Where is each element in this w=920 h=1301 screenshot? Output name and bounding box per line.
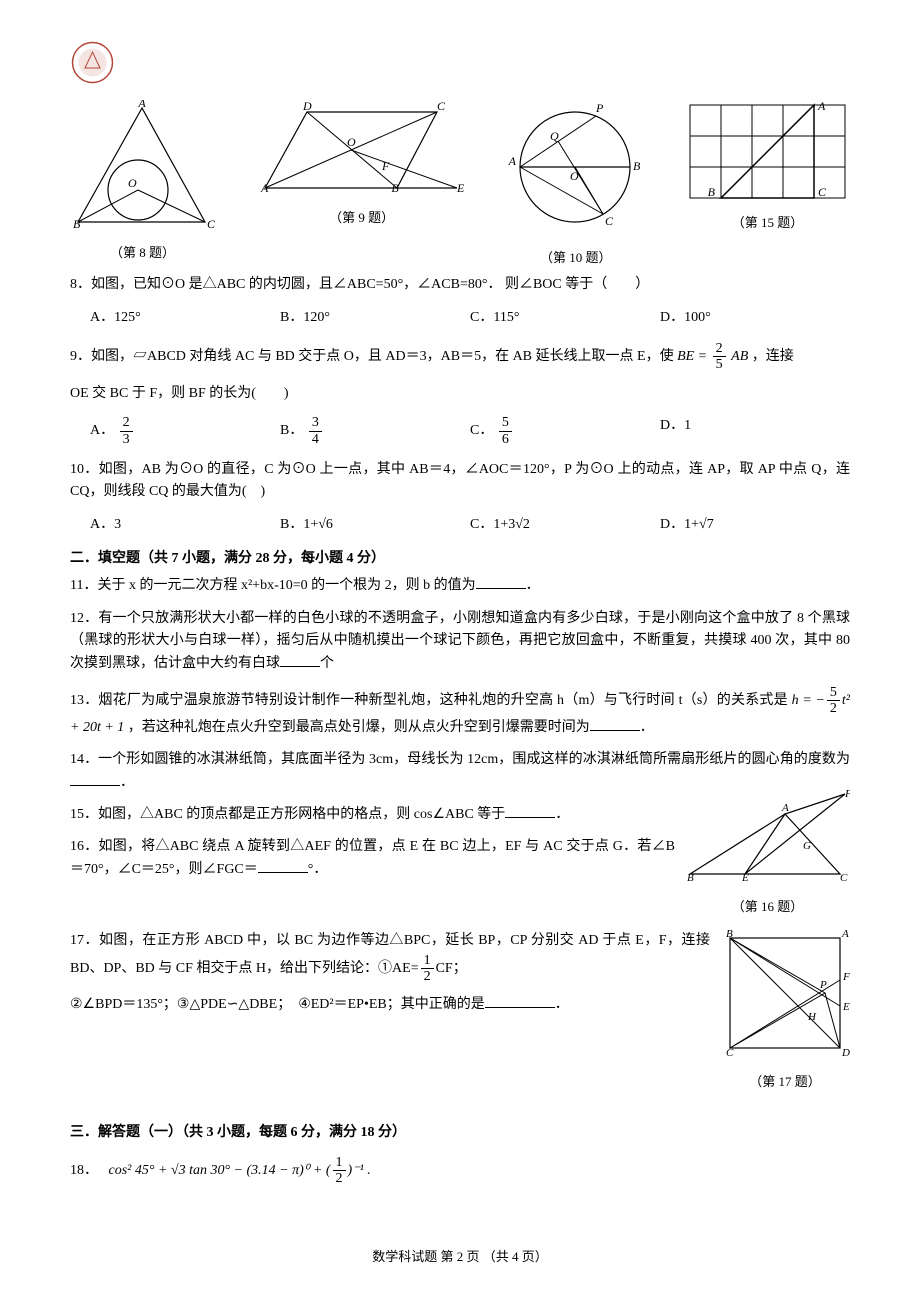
q10-opt-d: D．1+√7 <box>660 514 850 536</box>
q9-options: A． 23 B． 34 C． 56 D．1 <box>90 415 850 447</box>
svg-text:B: B <box>708 185 716 199</box>
svg-text:C: C <box>840 872 848 884</box>
svg-text:F: F <box>842 971 850 983</box>
svg-text:H: H <box>807 1011 817 1023</box>
svg-text:G: G <box>803 840 811 852</box>
blank-16 <box>258 859 308 873</box>
svg-text:B: B <box>73 217 81 230</box>
svg-text:D: D <box>841 1047 850 1058</box>
svg-text:P: P <box>595 101 604 115</box>
q10-options: A．3 B．1+√6 C．1+3√2 D．1+√7 <box>90 514 850 536</box>
svg-text:C: C <box>605 214 614 228</box>
svg-text:C: C <box>207 217 215 230</box>
fig17-caption: （第 17 题） <box>720 1072 850 1093</box>
q9-opt-b: B． 34 <box>280 415 470 447</box>
fig8-caption: （第 8 题） <box>70 243 215 264</box>
figures-row: A B C O （第 8 题） A B C D E F O （第 9 题） <box>70 100 850 269</box>
blank-14 <box>70 772 120 786</box>
q8-opt-c: C．115° <box>470 307 660 329</box>
figure-9: A B C D E F O （第 9 题） <box>257 100 467 269</box>
q8-options: A．125° B．120° C．115° D．100° <box>90 307 850 329</box>
figure-17: B A C D F E H P （第 17 题） <box>720 928 850 1092</box>
blank-17 <box>485 994 555 1008</box>
question-18: 18． cos² 45° + √3 tan 30° − (3.14 − π)⁰ … <box>70 1155 850 1187</box>
svg-text:B: B <box>391 181 399 195</box>
svg-text:A: A <box>137 100 146 110</box>
q9-line2: OE 交 BC 于 F，则 BF 的长为( ) <box>70 383 850 405</box>
figure-16: B E C A F G （第 16 题） <box>685 789 850 918</box>
svg-text:E: E <box>842 1001 850 1013</box>
q9-opt-a: A． 23 <box>90 415 280 447</box>
section2-title: 二．填空题（共 7 小题，满分 28 分，每小题 4 分） <box>70 548 850 570</box>
svg-text:A: A <box>817 100 826 113</box>
svg-text:O: O <box>128 176 137 190</box>
figure-15: B C A （第 15 题） <box>685 100 850 269</box>
blank-12 <box>280 653 320 667</box>
fig16-caption: （第 16 题） <box>685 897 850 918</box>
q9-text-after: ，连接 <box>752 349 794 364</box>
svg-text:A: A <box>508 154 517 168</box>
question-13: 13．烟花厂为咸宁温泉旅游节特别设计制作一种新型礼炮，这种礼炮的升空高 h（m）… <box>70 685 850 739</box>
figure-8: A B C O （第 8 题） <box>70 100 215 269</box>
svg-text:O: O <box>347 135 356 149</box>
svg-text:C: C <box>726 1047 734 1058</box>
q8-opt-d: D．100° <box>660 307 850 329</box>
svg-text:Q: Q <box>550 129 559 143</box>
svg-text:E: E <box>456 181 465 195</box>
svg-text:A: A <box>260 181 269 195</box>
blank-15 <box>505 804 555 818</box>
school-logo <box>70 40 115 85</box>
section3-title: 三．解答题（一）（共 3 小题，每题 6 分，满分 18 分） <box>70 1122 850 1144</box>
svg-text:O: O <box>570 169 579 183</box>
fig15-caption: （第 15 题） <box>685 213 850 234</box>
question-10: 10．如图，AB 为⊙O 的直径，C 为⊙O 上一点，其中 AB＝4，∠AOC＝… <box>70 459 850 504</box>
svg-text:P: P <box>819 979 827 991</box>
svg-text:A: A <box>841 928 849 940</box>
svg-text:A: A <box>781 802 789 814</box>
question-12: 12．有一个只放满形状大小都一样的白色小球的不透明盒子，小刚想知道盒内有多少白球… <box>70 608 850 675</box>
q10-opt-c: C．1+3√2 <box>470 514 660 536</box>
question-9: 9．如图，▱ABCD 对角线 AC 与 BD 交于点 O，且 AD＝3，AB＝5… <box>70 341 850 373</box>
svg-text:E: E <box>741 872 749 884</box>
figure-10: A B C O P Q （第 10 题） <box>508 100 643 269</box>
blank-11 <box>476 575 526 589</box>
fig10-caption: （第 10 题） <box>508 248 643 269</box>
q9-text-before: 9．如图，▱ABCD 对角线 AC 与 BD 交于点 O，且 AD＝3，AB＝5… <box>70 349 677 364</box>
q9-ab-label: AB <box>731 349 748 364</box>
question-8: 8．如图，已知⊙O 是△ABC 的内切圆，且∠ABC=50°，∠ACB=80°．… <box>70 274 850 296</box>
svg-text:C: C <box>818 185 827 199</box>
q9-be-label: BE = <box>677 349 707 364</box>
q8-text: 8．如图，已知⊙O 是△ABC 的内切圆，且∠ABC=50°，∠ACB=80°．… <box>70 277 649 292</box>
q9-frac: 2 5 <box>713 341 726 373</box>
fig9-caption: （第 9 题） <box>257 208 467 229</box>
q10-opt-b: B．1+√6 <box>280 514 470 536</box>
svg-text:B: B <box>726 928 733 940</box>
blank-13 <box>590 717 640 731</box>
svg-text:B: B <box>687 872 694 884</box>
question-14: 14．一个形如圆锥的冰淇淋纸筒，其底面半径为 3cm，母线长为 12cm，围成这… <box>70 749 850 794</box>
q8-opt-a: A．125° <box>90 307 280 329</box>
q8-opt-b: B．120° <box>280 307 470 329</box>
svg-text:D: D <box>302 100 312 113</box>
svg-text:F: F <box>844 789 850 800</box>
question-11: 11．关于 x 的一元二次方程 x²+bx-10=0 的一个根为 2，则 b 的… <box>70 575 850 597</box>
page-footer: 数学科试题 第 2 页 （共 4 页） <box>70 1247 850 1268</box>
q9-opt-d: D．1 <box>660 415 850 447</box>
q10-opt-a: A．3 <box>90 514 280 536</box>
svg-text:B: B <box>633 159 641 173</box>
q9-opt-c: C． 56 <box>470 415 660 447</box>
svg-text:F: F <box>381 159 390 173</box>
svg-text:C: C <box>437 100 446 113</box>
